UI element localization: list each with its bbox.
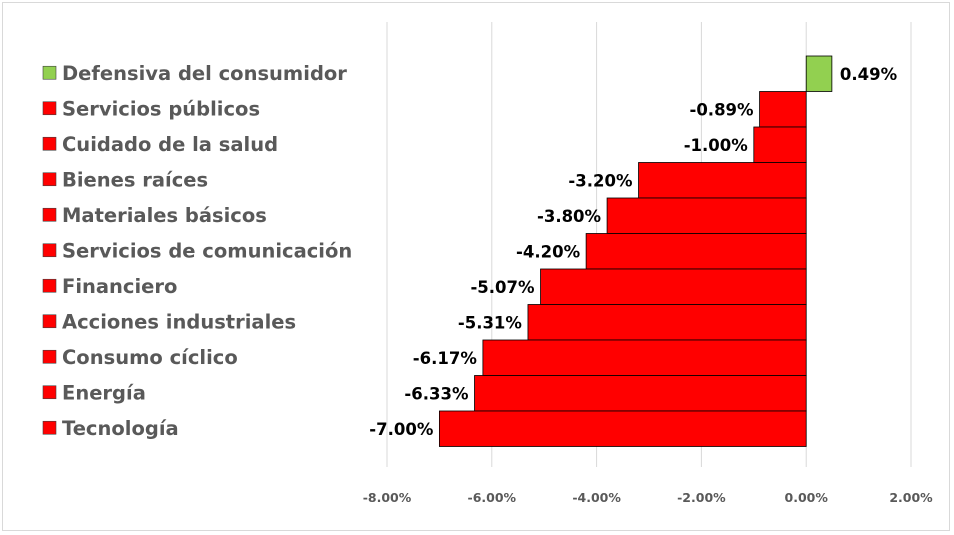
legend-label: Servicios de comunicación <box>62 239 352 262</box>
legend-label: Servicios públicos <box>62 97 260 120</box>
bar <box>759 91 807 128</box>
data-label: -5.31% <box>458 313 523 332</box>
data-label: -7.00% <box>369 420 434 439</box>
legend-label: Tecnología <box>62 417 179 440</box>
x-tick-label: -4.00% <box>572 490 621 505</box>
bar <box>606 197 807 234</box>
legend-swatch <box>42 314 57 329</box>
bar <box>438 410 807 447</box>
legend-label: Materiales básicos <box>62 204 267 227</box>
bar <box>585 233 807 270</box>
data-label: -6.33% <box>404 384 469 403</box>
x-tick-label: -8.00% <box>363 490 412 505</box>
legend-label: Financiero <box>62 275 177 298</box>
legend: Defensiva del consumidor Servicios públic… <box>42 62 352 440</box>
legend-swatch <box>42 172 57 187</box>
data-label: -5.07% <box>470 278 535 297</box>
bar <box>805 55 833 92</box>
x-tick-label: 2.00% <box>889 490 933 505</box>
x-tick-label: 0.00% <box>785 490 829 505</box>
legend-swatch <box>42 65 57 80</box>
legend-label: Cuidado de la salud <box>62 133 278 156</box>
legend-swatch <box>42 349 57 364</box>
bars <box>438 55 833 447</box>
x-tick-label: -2.00% <box>677 490 726 505</box>
legend-swatch <box>42 136 57 151</box>
x-axis-ticks: -8.00% -6.00% -4.00% -2.00% 0.00% 2.00% <box>363 490 933 505</box>
bar <box>540 268 807 305</box>
data-label: -6.17% <box>413 349 478 368</box>
legend-swatch <box>42 385 57 400</box>
data-label: -4.20% <box>516 242 581 261</box>
bar <box>482 339 807 376</box>
data-label: -0.89% <box>689 100 754 119</box>
data-label: -3.80% <box>537 207 602 226</box>
bar <box>527 304 807 341</box>
legend-swatch <box>42 278 57 293</box>
legend-swatch <box>42 420 57 435</box>
legend-swatch <box>42 207 57 222</box>
legend-swatch <box>42 101 57 116</box>
legend-label: Consumo cíclico <box>62 346 238 369</box>
data-labels: 0.49% -0.89% -1.00% -3.20% -3.80% -4.20% -5.07… <box>369 65 897 439</box>
legend-label: Defensiva del consumidor <box>62 62 347 85</box>
x-tick-label: -6.00% <box>468 490 517 505</box>
bar <box>753 126 807 163</box>
data-label: 0.49% <box>840 65 898 84</box>
data-label: -3.20% <box>568 171 633 190</box>
legend-swatch <box>42 243 57 258</box>
legend-label: Energía <box>62 381 146 404</box>
bar <box>474 375 807 412</box>
data-label: -1.00% <box>684 136 749 155</box>
bar <box>638 162 807 199</box>
legend-label: Bienes raíces <box>62 168 208 191</box>
legend-label: Acciones industriales <box>62 310 296 333</box>
